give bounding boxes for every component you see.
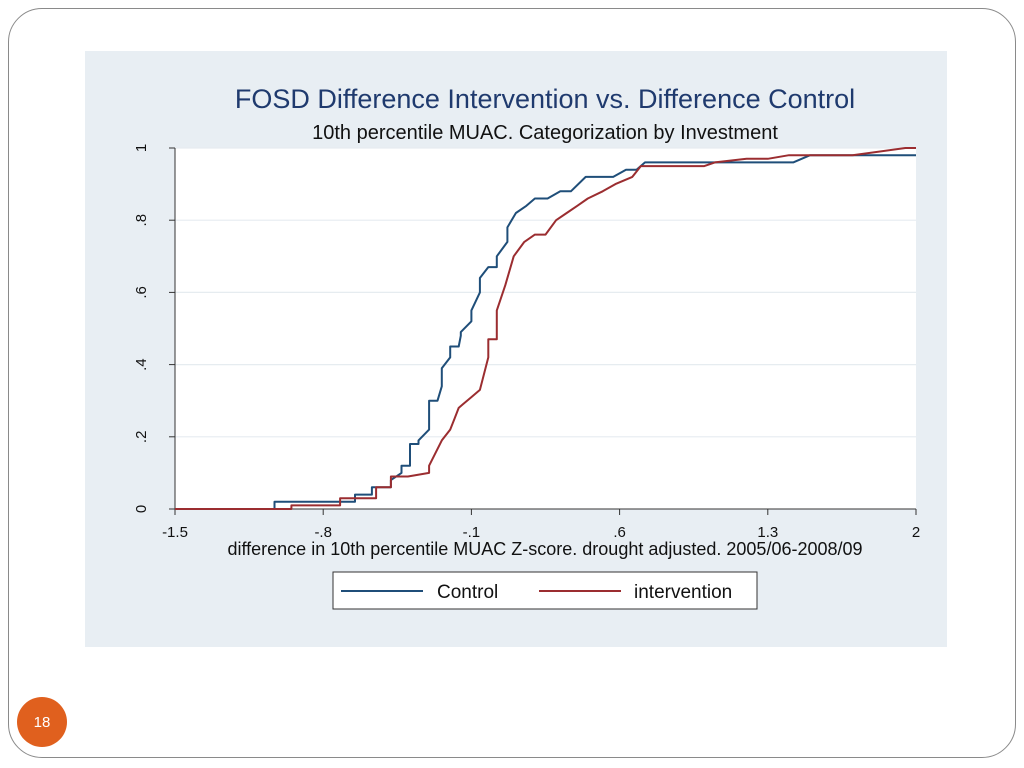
- y-tick-label-5: 1: [133, 144, 150, 152]
- y-tick-label-0: 0: [133, 505, 150, 513]
- legend-label-intervention: intervention: [634, 582, 732, 603]
- x-tick-label-3: .6: [613, 524, 626, 541]
- x-tick-label-1: -.8: [314, 524, 332, 541]
- y-tick-label-3: .6: [133, 286, 150, 299]
- legend-label-control: Control: [437, 582, 498, 603]
- legend: Control intervention: [332, 571, 758, 610]
- x-tick-label-2: -.1: [463, 524, 481, 541]
- y-tick-label-4: .8: [133, 214, 150, 227]
- chart: FOSD Difference Intervention vs. Differe…: [133, 84, 920, 610]
- y-tick-label-1: .2: [133, 431, 150, 444]
- plot-area: [175, 148, 916, 509]
- chart-title: FOSD Difference Intervention vs. Differe…: [235, 84, 855, 114]
- y-tick-label-2: .4: [133, 358, 150, 371]
- x-tick-label-0: -1.5: [162, 524, 188, 541]
- x-tick-label-4: 1.3: [757, 524, 778, 541]
- chart-subtitle: 10th percentile MUAC. Categorization by …: [312, 122, 778, 144]
- x-axis-label: difference in 10th percentile MUAC Z-sco…: [227, 539, 862, 559]
- series-line-control: [175, 154, 916, 510]
- x-tick-label-5: 2: [912, 524, 920, 541]
- page-number-badge: 18: [17, 697, 67, 747]
- series-line-intervention: [175, 147, 916, 510]
- chart-panel: FOSD Difference Intervention vs. Differe…: [85, 51, 947, 647]
